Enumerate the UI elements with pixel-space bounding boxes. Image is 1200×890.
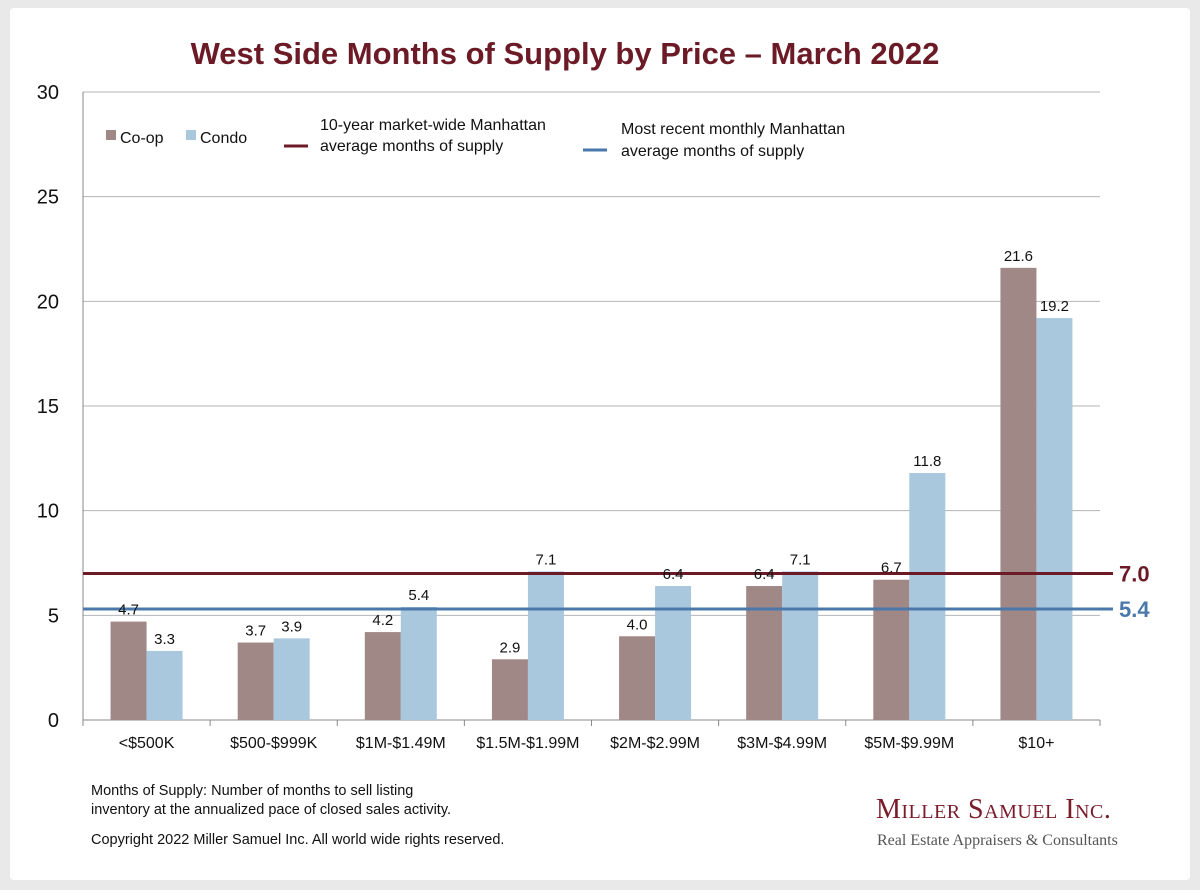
x-tick-label: $5M-$9.99M (864, 735, 954, 752)
recent-average-label: 5.4 (1119, 597, 1150, 622)
y-tick-label: 10 (37, 501, 59, 523)
y-tick-label: 5 (48, 605, 59, 627)
x-tick-label: $3M-$4.99M (737, 735, 827, 752)
condo-value-label: 3.3 (154, 631, 175, 648)
coop-bar (746, 586, 783, 720)
condo-bar (655, 586, 692, 720)
condo-value-label: 7.1 (536, 551, 557, 568)
coop-bar (619, 636, 656, 720)
condo-bar (782, 571, 819, 720)
x-tick-label: <$500K (119, 735, 175, 752)
legend-recent-label-1: Most recent monthly Manhattan (621, 121, 845, 138)
coop-value-label: 2.9 (500, 639, 521, 656)
x-tick-label: $500-$999K (230, 735, 318, 752)
x-tick-label: $1M-$1.49M (356, 735, 446, 752)
coop-bar (873, 579, 910, 720)
legend-ten-year-label-1: 10-year market-wide Manhattan (320, 117, 546, 134)
footnote-line-2: inventory at the annualized pace of clos… (91, 802, 452, 818)
x-tick-label: $1.5M-$1.99M (476, 735, 579, 752)
brand-logo-name: Miller Samuel Inc. (876, 794, 1112, 825)
footnote-line-1: Months of Supply: Number of months to se… (91, 783, 414, 799)
coop-value-label: 4.0 (627, 616, 648, 633)
chart-title: West Side Months of Supply by Price – Ma… (190, 36, 940, 71)
condo-value-label: 5.4 (408, 587, 429, 604)
y-tick-label: 15 (37, 396, 59, 418)
brand-tagline: Real Estate Appraisers & Consultants (877, 832, 1118, 849)
condo-value-label: 7.1 (790, 551, 811, 568)
coop-bar (237, 642, 274, 720)
y-tick-label: 0 (48, 710, 59, 732)
legend-ten-year-label-2: average months of supply (320, 138, 503, 155)
condo-bar (273, 638, 310, 720)
condo-value-label: 6.4 (663, 566, 684, 583)
y-tick-label: 25 (37, 187, 59, 209)
condo-bar (400, 606, 437, 720)
coop-value-label: 4.7 (118, 602, 139, 619)
coop-bar (1000, 267, 1037, 720)
copyright-text: Copyright 2022 Miller Samuel Inc. All wo… (91, 832, 505, 848)
legend-condo-label: Condo (200, 130, 247, 147)
condo-value-label: 3.9 (281, 618, 302, 635)
ten-year-average-label: 7.0 (1119, 561, 1150, 586)
x-tick-label: $2M-$2.99M (610, 735, 700, 752)
coop-value-label: 4.2 (372, 612, 393, 629)
condo-bar (527, 571, 564, 720)
y-tick-label: 20 (37, 291, 59, 313)
condo-bar (1036, 318, 1073, 720)
condo-bar (909, 472, 946, 720)
legend-coop-swatch (106, 130, 116, 140)
coop-bar (110, 621, 147, 720)
condo-value-label: 11.8 (913, 453, 941, 470)
legend-coop-label: Co-op (120, 130, 164, 147)
x-tick-label: $10+ (1018, 735, 1054, 752)
coop-value-label: 6.7 (881, 560, 902, 577)
condo-bar (146, 650, 183, 720)
y-tick-label: 30 (37, 82, 59, 104)
legend: Co-op Condo 10-year market-wide Manhatta… (106, 117, 845, 160)
coop-bar (364, 632, 401, 720)
chart-frame (10, 8, 1190, 880)
condo-value-label: 19.2 (1040, 298, 1069, 315)
coop-value-label: 3.7 (245, 623, 266, 640)
coop-bar (491, 659, 528, 720)
legend-recent-label-2: average months of supply (621, 143, 804, 160)
coop-value-label: 6.4 (754, 566, 775, 583)
legend-condo-swatch (186, 130, 196, 140)
coop-value-label: 21.6 (1004, 248, 1033, 265)
